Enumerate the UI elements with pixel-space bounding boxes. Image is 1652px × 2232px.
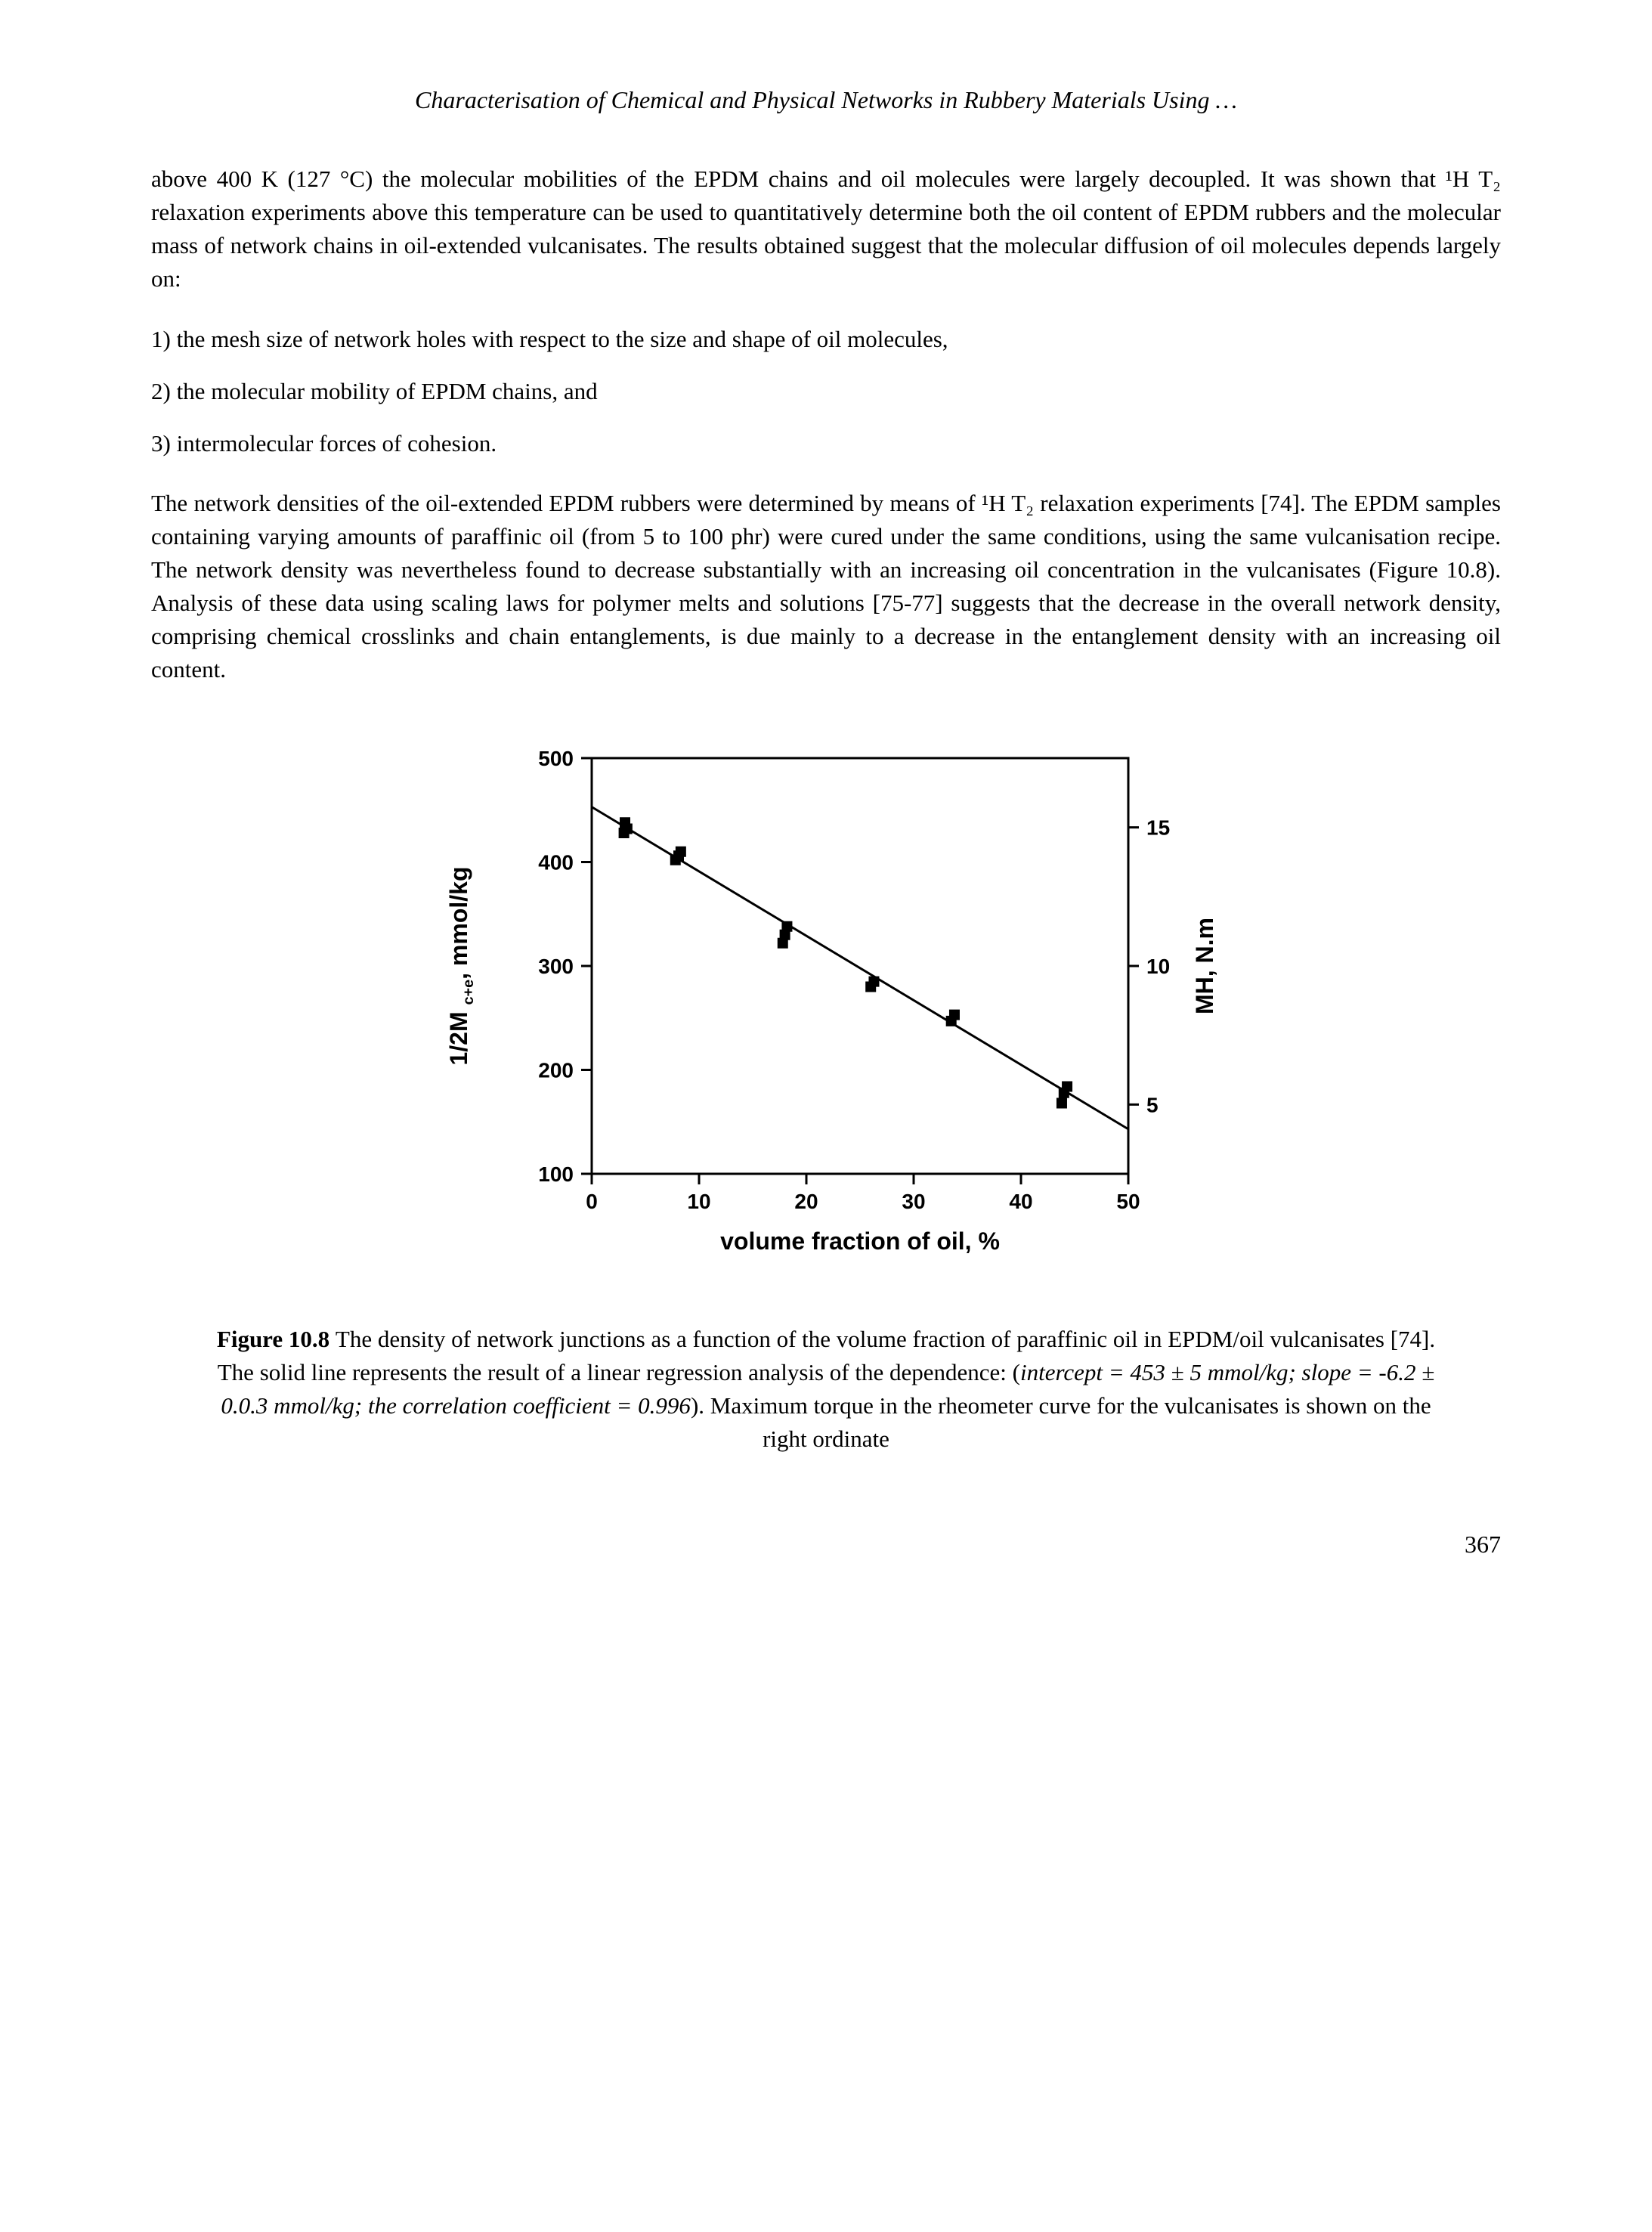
paragraph-1: above 400 K (127 °C) the molecular mobil… xyxy=(151,163,1501,296)
chart-svg: 0 10 20 30 40 50 100 200 300 400 500 5 10 15 volume fr… xyxy=(418,728,1234,1272)
running-header: Characterisation of Chemical and Physica… xyxy=(151,83,1501,117)
svg-text:10: 10 xyxy=(1146,955,1170,978)
figure-10-8: 0 10 20 30 40 50 100 200 300 400 500 5 10 15 volume fr… xyxy=(418,728,1234,1281)
paragraph-2: The network densities of the oil-extende… xyxy=(151,487,1501,686)
svg-text:1/2M c+e, mmol/kg: 1/2M c+e, mmol/kg xyxy=(445,866,477,1065)
figure-caption: Figure 10.8 The density of network junct… xyxy=(196,1323,1456,1456)
svg-text:100: 100 xyxy=(538,1162,574,1186)
list-item-1: 1) the mesh size of network holes with r… xyxy=(151,323,1501,356)
svg-text:20: 20 xyxy=(794,1190,818,1213)
list-item-2: 2) the molecular mobility of EPDM chains… xyxy=(151,375,1501,408)
svg-text:volume fraction of oil, %: volume fraction of oil, % xyxy=(720,1227,1000,1255)
list-item-3: 3) intermolecular forces of cohesion. xyxy=(151,427,1501,460)
svg-text:15: 15 xyxy=(1146,816,1170,839)
svg-text:0: 0 xyxy=(586,1190,598,1213)
svg-text:200: 200 xyxy=(538,1058,574,1082)
svg-text:500: 500 xyxy=(538,747,574,770)
figure-caption-text-2: ). Maximum torque in the rheometer curve… xyxy=(691,1392,1431,1452)
svg-text:300: 300 xyxy=(538,955,574,978)
svg-text:30: 30 xyxy=(902,1190,925,1213)
svg-text:10: 10 xyxy=(687,1190,710,1213)
svg-text:400: 400 xyxy=(538,850,574,874)
numbered-list: 1) the mesh size of network holes with r… xyxy=(151,323,1501,460)
svg-text:40: 40 xyxy=(1009,1190,1032,1213)
page-number: 367 xyxy=(151,1528,1501,1562)
svg-text:5: 5 xyxy=(1146,1093,1159,1116)
svg-text:50: 50 xyxy=(1116,1190,1140,1213)
svg-text:MH, N.m: MH, N.m xyxy=(1191,918,1218,1014)
figure-caption-label: Figure 10.8 xyxy=(217,1326,336,1352)
